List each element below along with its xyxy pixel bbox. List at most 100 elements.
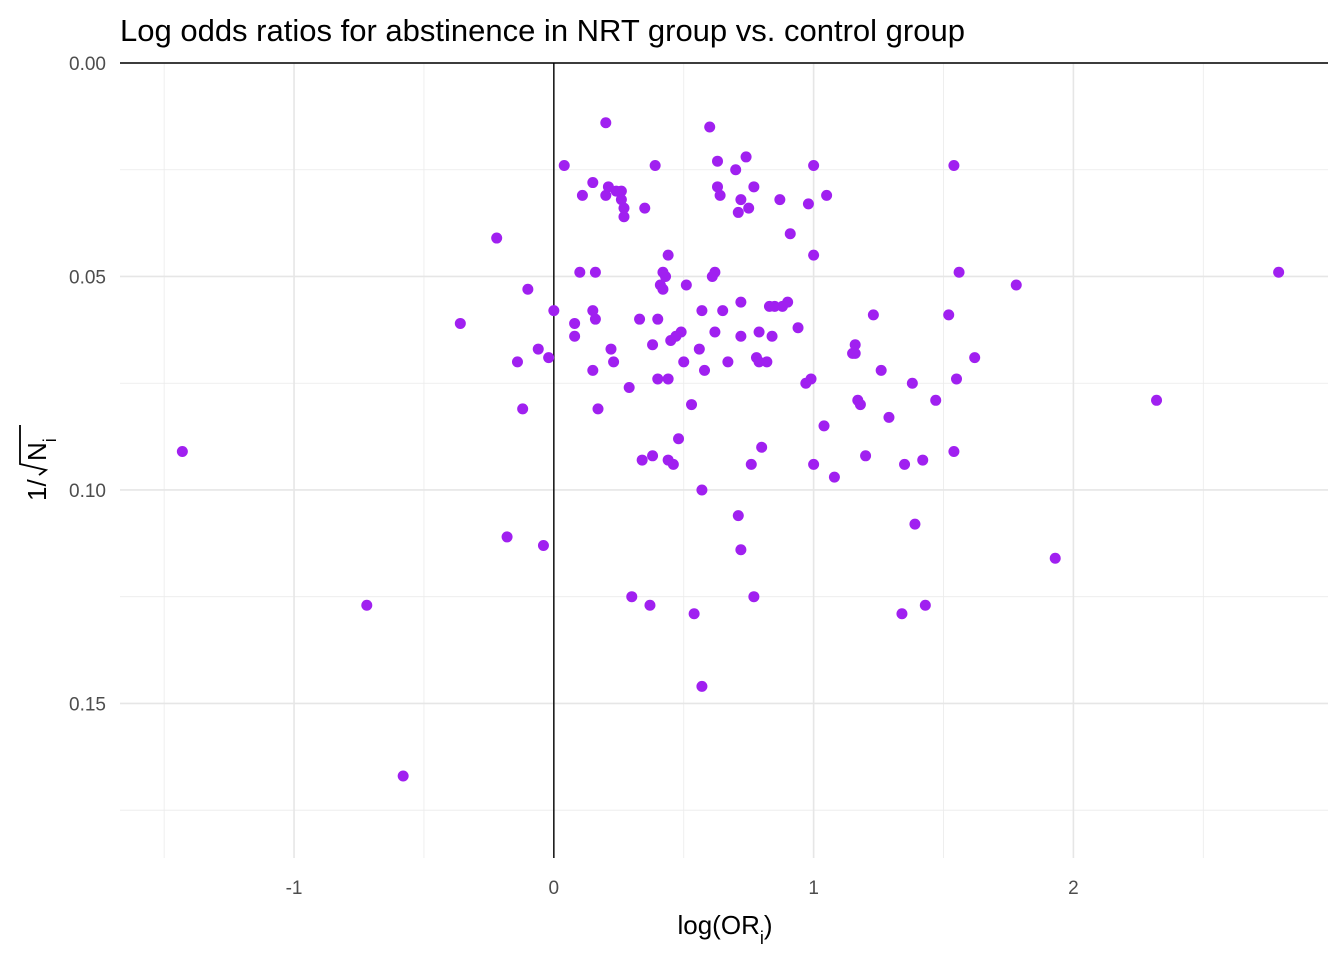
y-tick-label: 0.15 <box>69 694 106 715</box>
data-point <box>636 454 648 466</box>
data-point <box>808 249 820 261</box>
data-point <box>574 266 586 278</box>
data-point <box>491 232 503 244</box>
data-point <box>917 454 929 466</box>
data-point <box>906 377 918 389</box>
data-point <box>745 458 757 470</box>
data-point <box>686 399 698 411</box>
data-point <box>899 458 911 470</box>
chart-title: Log odds ratios for abstinence in NRT gr… <box>120 13 965 48</box>
data-point <box>576 189 588 201</box>
data-point <box>732 206 744 218</box>
y-tick-label: 0.10 <box>69 481 106 502</box>
data-point <box>667 458 679 470</box>
data-point <box>543 352 555 364</box>
x-axis-label-close: ) <box>764 910 773 940</box>
data-point <box>589 266 601 278</box>
data-point <box>680 279 692 291</box>
data-point <box>647 339 659 351</box>
data-point <box>652 373 664 385</box>
data-point <box>587 305 599 317</box>
data-point <box>849 347 861 359</box>
data-point <box>361 599 373 611</box>
data-point <box>608 356 620 368</box>
data-point <box>615 185 627 197</box>
data-point <box>675 326 687 338</box>
data-point <box>592 403 604 415</box>
data-point <box>673 433 685 445</box>
data-point <box>397 770 409 782</box>
data-point <box>743 202 755 214</box>
x-tick-label: 2 <box>1068 878 1079 899</box>
data-point <box>951 373 963 385</box>
data-point <box>722 356 734 368</box>
data-point <box>717 305 729 317</box>
data-point <box>753 356 765 368</box>
data-point <box>548 305 560 317</box>
data-point <box>618 202 630 214</box>
data-point <box>808 458 820 470</box>
data-point <box>748 181 760 193</box>
x-tick-label: 0 <box>549 878 560 899</box>
sqrt-symbol <box>19 425 49 476</box>
data-point <box>644 599 656 611</box>
data-point <box>860 450 872 462</box>
data-point <box>615 194 627 206</box>
y-axis-label-subscript: i <box>40 438 60 442</box>
data-point <box>766 330 778 342</box>
data-point <box>587 364 599 376</box>
data-point <box>784 228 796 240</box>
data-point <box>735 296 747 308</box>
grid-lines <box>120 62 1328 858</box>
data-point <box>605 343 617 355</box>
y-axis-ticks: 0.00 0.05 0.10 0.15 <box>69 54 106 715</box>
data-point <box>569 330 581 342</box>
y-axis-label-radicand-main: N <box>22 442 52 461</box>
data-point <box>699 364 711 376</box>
data-point <box>712 155 724 167</box>
data-point <box>943 309 955 321</box>
x-tick-label: 1 <box>808 878 819 899</box>
data-point <box>753 326 765 338</box>
data-point <box>589 313 601 325</box>
data-point <box>704 121 716 133</box>
data-point <box>769 300 781 312</box>
data-point <box>748 591 760 603</box>
data-point <box>1273 266 1285 278</box>
data-point <box>569 317 581 329</box>
data-points <box>176 117 1285 782</box>
data-point <box>883 411 895 423</box>
data-point <box>948 159 960 171</box>
data-point <box>849 339 861 351</box>
data-point <box>1010 279 1022 291</box>
data-point <box>735 330 747 342</box>
data-point <box>854 399 866 411</box>
data-point <box>688 608 700 620</box>
data-point <box>537 539 549 551</box>
data-point <box>532 343 544 355</box>
data-point <box>662 373 674 385</box>
x-axis-ticks: -1 0 1 2 <box>286 878 1079 899</box>
data-point <box>714 189 726 201</box>
data-point <box>875 364 887 376</box>
reference-lines <box>120 62 1328 858</box>
data-point <box>1049 552 1061 564</box>
data-point <box>802 198 814 210</box>
x-axis-label: log(ORi) <box>677 910 772 948</box>
data-point <box>1151 394 1163 406</box>
data-point <box>522 283 534 295</box>
data-point <box>867 309 879 321</box>
data-point <box>678 356 690 368</box>
y-axis-label: 1/ Ni <box>19 425 60 501</box>
data-point <box>774 194 786 206</box>
data-point <box>821 189 833 201</box>
y-tick-label: 0.05 <box>69 267 106 288</box>
data-point <box>709 266 721 278</box>
data-point <box>948 446 960 458</box>
data-point <box>600 189 612 201</box>
data-point <box>517 403 529 415</box>
x-tick-label: -1 <box>286 878 303 899</box>
data-point <box>660 270 672 282</box>
data-point <box>600 117 612 129</box>
